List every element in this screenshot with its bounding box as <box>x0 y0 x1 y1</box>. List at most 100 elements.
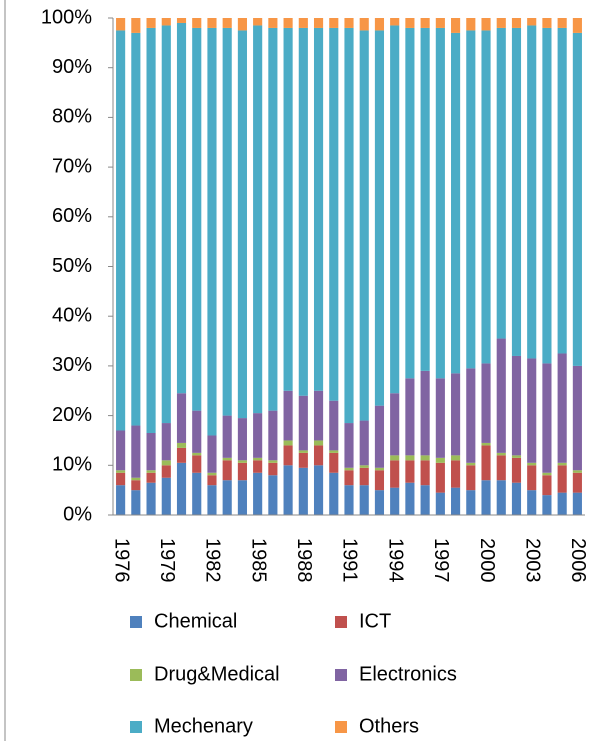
bar-segment <box>420 370 430 456</box>
bar-segment <box>466 462 476 466</box>
bar-segment <box>557 462 567 466</box>
bar-segment <box>283 445 293 466</box>
bar-segment <box>542 27 552 364</box>
bar-segment <box>435 492 445 515</box>
bar-segment <box>298 452 308 468</box>
bar-segment <box>146 18 156 28</box>
bar-segment <box>390 18 400 26</box>
x-tick-label: 2000 <box>476 538 498 583</box>
bar-segment <box>192 18 202 28</box>
bar-segment <box>237 460 247 463</box>
bar-segment <box>511 18 522 28</box>
bar-segment <box>451 487 461 515</box>
bar-segment <box>329 450 339 453</box>
bar-segment <box>496 480 506 515</box>
bar-segment <box>313 465 324 515</box>
bar-segment <box>131 490 141 515</box>
bar-segment <box>481 363 491 443</box>
bar-segment <box>557 353 567 463</box>
bar-segment <box>481 445 491 481</box>
bar-segment <box>359 465 369 468</box>
bar-segment <box>527 25 537 359</box>
bar-segment <box>557 27 567 354</box>
bar-segment <box>344 423 354 468</box>
bar-segment <box>557 18 567 28</box>
bar-segment <box>161 18 171 26</box>
bar-segment <box>527 462 537 466</box>
bar-segment <box>207 27 217 436</box>
bar-segment <box>268 462 278 476</box>
bar-segment <box>222 460 232 481</box>
bar-segment <box>253 413 263 458</box>
x-tick-label: 1988 <box>293 538 315 583</box>
bar-segment <box>451 455 461 461</box>
bar-segment <box>253 460 263 473</box>
bar-segment <box>313 18 324 28</box>
bar-segment <box>527 465 537 491</box>
bar-segment <box>451 373 461 456</box>
legend-label: Electronics <box>359 663 457 685</box>
bar-segment <box>237 480 247 515</box>
bar-segment <box>146 432 156 471</box>
bar-segment <box>176 447 187 463</box>
legend-swatch <box>130 721 142 733</box>
bar-segment <box>207 18 217 28</box>
bar-segment <box>237 18 247 31</box>
bar-segment <box>116 430 126 471</box>
bar-segment <box>283 18 293 28</box>
bar-segment <box>451 18 461 33</box>
bar-segment <box>542 363 552 473</box>
bar-segment <box>176 393 187 443</box>
bar-segment <box>344 467 354 471</box>
bar-segment <box>420 18 430 28</box>
y-tick-label: 90% <box>52 56 92 78</box>
legend-swatch <box>335 721 347 733</box>
bar-segment <box>192 472 202 515</box>
bar-segment <box>329 400 339 451</box>
bar-segment <box>116 30 126 431</box>
x-tick-label: 1997 <box>430 538 452 583</box>
bar-segment <box>207 435 217 473</box>
bar-segment <box>435 457 445 463</box>
bar-segment <box>131 425 141 478</box>
bar-segment <box>222 27 232 416</box>
bar-segment <box>313 390 324 441</box>
bar-segment <box>344 485 354 515</box>
y-tick-label: 30% <box>52 354 92 376</box>
bar-segment <box>116 472 126 486</box>
bar-segment <box>192 452 202 456</box>
x-tick-label: 1991 <box>339 538 361 583</box>
bar-segment <box>527 18 537 26</box>
bar-segment <box>161 25 171 424</box>
bar-segment <box>207 485 217 515</box>
bar-segment <box>176 462 187 515</box>
bar-segment <box>146 27 156 433</box>
bar-segment <box>481 480 491 515</box>
bar-segment <box>451 460 461 488</box>
bar-segment <box>405 460 415 483</box>
bar-segment <box>481 18 491 31</box>
bar-segment <box>283 27 293 391</box>
bar-segment <box>511 455 522 458</box>
bar-segment <box>481 442 491 446</box>
bar-segment <box>359 18 369 31</box>
y-tick-label: 60% <box>52 205 92 227</box>
bar-segment <box>313 445 324 466</box>
bar-segment <box>283 390 293 441</box>
bar-segment <box>420 485 430 515</box>
bar-segment <box>344 18 354 28</box>
bar-segment <box>390 487 400 515</box>
bar-segment <box>116 485 126 515</box>
bar-segment <box>496 27 506 339</box>
bar-segment <box>253 25 263 414</box>
bar-segment <box>329 452 339 473</box>
bar-segment <box>542 472 552 476</box>
bar-segment <box>237 418 247 461</box>
bar-segment <box>298 27 308 396</box>
bar-segment <box>268 27 278 411</box>
y-tick-label: 10% <box>52 454 92 476</box>
bar-segment <box>116 470 126 473</box>
bar-segment <box>572 365 582 471</box>
y-tick-label: 0% <box>63 503 92 525</box>
bar-segment <box>146 482 156 515</box>
